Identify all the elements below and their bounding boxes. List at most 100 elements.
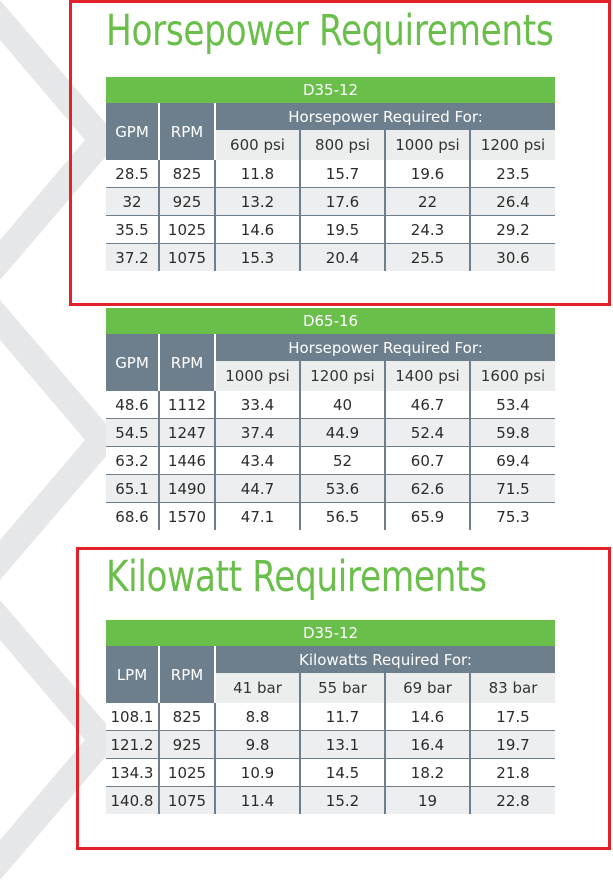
table-cell: 68.6 bbox=[106, 502, 159, 530]
table-cell: 19.5 bbox=[299, 215, 385, 244]
horsepower-section-highlight bbox=[69, 0, 611, 306]
table-row: 28.5 825 11.8 15.7 19.6 23.5 bbox=[106, 160, 556, 188]
gpm-column-header: GPM bbox=[106, 103, 160, 160]
table-cell: 825 bbox=[158, 703, 215, 731]
table-cell: 1490 bbox=[158, 474, 215, 503]
table-row: 48.6 1112 33.4 40 46.7 53.4 bbox=[106, 391, 556, 419]
pressure-header: 83 bar bbox=[468, 673, 556, 703]
table-cell: 65.1 bbox=[106, 474, 159, 503]
table-cell: 13.2 bbox=[214, 187, 300, 216]
lpm-column-header: LPM bbox=[106, 646, 160, 703]
table-cell: 11.7 bbox=[299, 703, 385, 731]
table-cell: 21.8 bbox=[468, 758, 556, 787]
table-cell: 15.2 bbox=[299, 786, 385, 814]
table-cell: 14.6 bbox=[214, 215, 300, 244]
rpm-column-header: RPM bbox=[159, 334, 216, 391]
model-label: D35-12 bbox=[106, 77, 556, 103]
pressure-header: 69 bar bbox=[384, 673, 470, 703]
model-label: D65-16 bbox=[106, 308, 556, 334]
table-cell: 825 bbox=[158, 160, 215, 188]
rpm-column-header: RPM bbox=[159, 103, 216, 160]
table-cell: 22.8 bbox=[468, 786, 556, 814]
group-header: Horsepower Required For: bbox=[215, 103, 556, 130]
pressure-header: 41 bar bbox=[215, 673, 300, 703]
background-chevron-cutout bbox=[0, 340, 85, 540]
table-cell: 63.2 bbox=[106, 446, 159, 475]
table-cell: 29.2 bbox=[468, 215, 556, 244]
table-cell: 14.6 bbox=[384, 703, 470, 731]
table-cell: 19.6 bbox=[384, 160, 470, 188]
table-cell: 1025 bbox=[158, 758, 215, 787]
d35-12-kilowatt-table: D35-12 LPM RPM Kilowatts Required For: 4… bbox=[106, 620, 556, 814]
table-cell: 1025 bbox=[158, 215, 215, 244]
table-cell: 52.4 bbox=[384, 418, 470, 447]
table-cell: 62.6 bbox=[384, 474, 470, 503]
table-cell: 69.4 bbox=[468, 446, 556, 475]
table-cell: 28.5 bbox=[106, 160, 159, 188]
table-cell: 32 bbox=[106, 187, 159, 216]
table-cell: 17.6 bbox=[299, 187, 385, 216]
model-label: D35-12 bbox=[106, 620, 556, 646]
table-cell: 60.7 bbox=[384, 446, 470, 475]
table-cell: 925 bbox=[158, 187, 215, 216]
table-cell: 1075 bbox=[158, 243, 215, 271]
table-cell: 9.8 bbox=[214, 730, 300, 759]
table-cell: 24.3 bbox=[384, 215, 470, 244]
table-cell: 23.5 bbox=[468, 160, 556, 188]
pressure-header: 55 bar bbox=[299, 673, 385, 703]
d35-12-horsepower-table: D35-12 GPM RPM Horsepower Required For: … bbox=[106, 77, 556, 271]
table-cell: 40 bbox=[299, 391, 385, 419]
table-cell: 54.5 bbox=[106, 418, 159, 447]
table-cell: 30.6 bbox=[468, 243, 556, 271]
table-cell: 19.7 bbox=[468, 730, 556, 759]
table-cell: 1075 bbox=[158, 786, 215, 814]
horsepower-title: Horsepower Requirements bbox=[106, 6, 554, 56]
rpm-column-header: RPM bbox=[159, 646, 216, 703]
table-cell: 20.4 bbox=[299, 243, 385, 271]
pressure-header: 800 psi bbox=[299, 130, 385, 160]
table-cell: 19 bbox=[384, 786, 470, 814]
table-cell: 925 bbox=[158, 730, 215, 759]
group-header: Horsepower Required For: bbox=[215, 334, 556, 361]
table-row: 37.2 1075 15.3 20.4 25.5 30.6 bbox=[106, 243, 556, 271]
pressure-header: 1000 psi bbox=[215, 361, 300, 391]
table-cell: 1112 bbox=[158, 391, 215, 419]
table-cell: 11.8 bbox=[214, 160, 300, 188]
kilowatt-title: Kilowatt Requirements bbox=[106, 552, 487, 602]
table-cell: 13.1 bbox=[299, 730, 385, 759]
table-row: 108.1 825 8.8 11.7 14.6 17.5 bbox=[106, 703, 556, 731]
table-cell: 16.4 bbox=[384, 730, 470, 759]
table-row: 65.1 1490 44.7 53.6 62.6 71.5 bbox=[106, 474, 556, 503]
table-cell: 71.5 bbox=[468, 474, 556, 503]
background-chevron-cutout bbox=[0, 640, 85, 840]
table-cell: 33.4 bbox=[214, 391, 300, 419]
table-cell: 121.2 bbox=[106, 730, 159, 759]
table-cell: 26.4 bbox=[468, 187, 556, 216]
table-cell: 44.9 bbox=[299, 418, 385, 447]
table-row: 134.3 1025 10.9 14.5 18.2 21.8 bbox=[106, 758, 556, 787]
table-cell: 1247 bbox=[158, 418, 215, 447]
table-cell: 11.4 bbox=[214, 786, 300, 814]
table-cell: 65.9 bbox=[384, 502, 470, 530]
pressure-header: 1000 psi bbox=[384, 130, 470, 160]
kilowatt-section-highlight bbox=[76, 547, 611, 850]
table-row: 121.2 925 9.8 13.1 16.4 19.7 bbox=[106, 730, 556, 759]
table-cell: 44.7 bbox=[214, 474, 300, 503]
table-cell: 1570 bbox=[158, 502, 215, 530]
gpm-column-header: GPM bbox=[106, 334, 160, 391]
pressure-header: 600 psi bbox=[215, 130, 300, 160]
table-cell: 35.5 bbox=[106, 215, 159, 244]
table-cell: 47.1 bbox=[214, 502, 300, 530]
table-cell: 15.3 bbox=[214, 243, 300, 271]
table-row: 35.5 1025 14.6 19.5 24.3 29.2 bbox=[106, 215, 556, 244]
table-cell: 43.4 bbox=[214, 446, 300, 475]
table-row: 63.2 1446 43.4 52 60.7 69.4 bbox=[106, 446, 556, 475]
table-cell: 22 bbox=[384, 187, 470, 216]
table-cell: 37.2 bbox=[106, 243, 159, 271]
table-row: 140.8 1075 11.4 15.2 19 22.8 bbox=[106, 786, 556, 814]
table-cell: 75.3 bbox=[468, 502, 556, 530]
group-header: Kilowatts Required For: bbox=[215, 646, 556, 673]
table-cell: 48.6 bbox=[106, 391, 159, 419]
table-cell: 15.7 bbox=[299, 160, 385, 188]
table-cell: 37.4 bbox=[214, 418, 300, 447]
